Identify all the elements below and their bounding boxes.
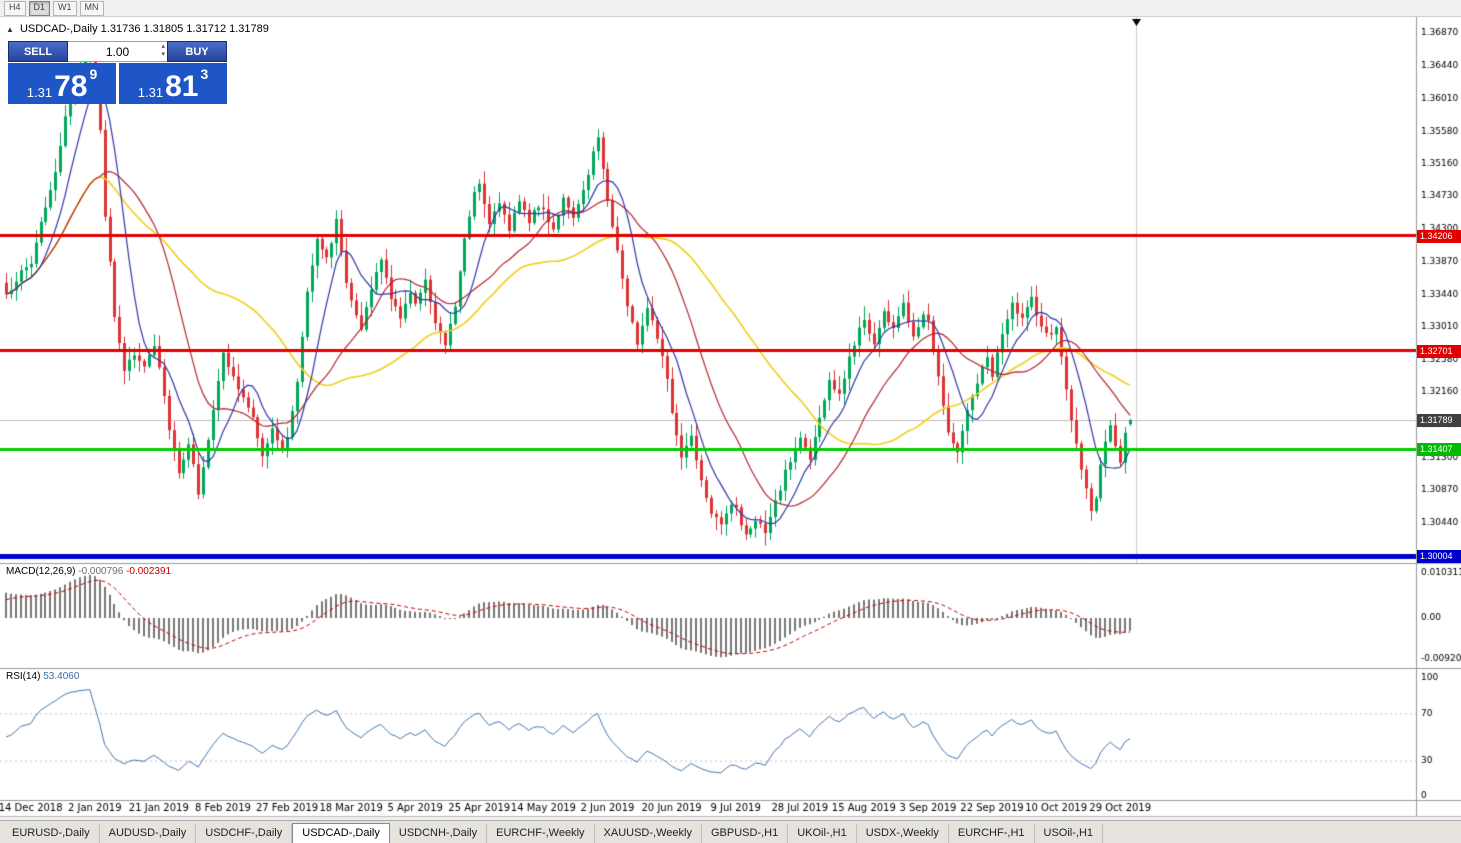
macd-main-value: -0.000796 [78,566,124,577]
sell-price-display[interactable]: 1.31 78 9 [8,63,116,104]
chart-tab-usdx-weekly[interactable]: USDX-,Weekly [857,824,949,843]
price-badge-1.31407[interactable]: 1.31407 [1417,443,1461,456]
chart-symbol-label: USDCAD-,Daily [19,23,98,35]
rsi-indicator-label: RSI(14) 53.4060 [6,671,79,682]
chart-tab-usoil-h1[interactable]: USOil-,H1 [1035,824,1104,843]
chart-tab-eurchf-weekly[interactable]: EURCHF-,Weekly [487,824,595,843]
volume-spinner[interactable]: ▴ ▾ [161,43,165,59]
chart-tabs-bar: EURUSD-,Daily AUDUSD-,Daily USDCHF-,Daily U… [0,820,1461,843]
buy-price-display[interactable]: 1.31 81 3 [119,63,227,104]
trade-buttons-row: SELL 1.00 ▴ ▾ BUY [8,41,227,62]
macd-name: MACD(12,26,9) [6,566,76,577]
price-chart-canvas[interactable] [0,17,1461,820]
volume-value[interactable]: 1.00 [105,44,130,59]
chart-tab-eurusd-daily[interactable]: EURUSD-,Daily [3,824,100,843]
chart-title: ▲ USDCAD-,Daily 1.31736 1.31805 1.31712 … [6,23,269,35]
chart-tab-gbpusd-h1[interactable]: GBPUSD-,H1 [702,824,789,843]
buy-price-big: 81 [165,70,199,103]
price-badge-1.31789: 1.31789 [1417,414,1461,427]
trade-prices-row: 1.31 78 9 1.31 81 3 [8,63,227,104]
sell-price-sup: 9 [89,66,98,82]
spinner-up-icon[interactable]: ▴ [161,43,165,50]
sell-price-big: 78 [54,70,88,103]
price-badge-1.30004[interactable]: 1.30004 [1417,550,1461,563]
timeframe-toolbar: H4 D1 W1 MN [0,0,1461,17]
chart-tab-ukoil-h1[interactable]: UKOil-,H1 [788,824,857,843]
chart-tab-usdcnh-daily[interactable]: USDCNH-,Daily [390,824,488,843]
timeframe-button-d1[interactable]: D1 [28,0,51,16]
spinner-down-icon[interactable]: ▾ [161,51,165,58]
chart-ohlc-label: 1.31736 1.31805 1.31712 1.31789 [100,23,269,35]
chart-window: ▲ USDCAD-,Daily 1.31736 1.31805 1.31712 … [0,17,1461,820]
buy-price-sup: 3 [200,66,209,82]
one-click-trading-panel: SELL 1.00 ▴ ▾ BUY 1.31 78 9 1.31 81 3 [8,41,227,104]
chart-tab-eurchf-h1[interactable]: EURCHF-,H1 [949,824,1035,843]
chart-tab-audusd-daily[interactable]: AUDUSD-,Daily [100,824,197,843]
macd-signal-value: -0.002391 [126,566,172,577]
chart-tab-xauusd-weekly[interactable]: XAUUSD-,Weekly [595,824,702,843]
timeframe-button-h4[interactable]: H4 [4,0,26,16]
timeframe-button-w1[interactable]: W1 [53,0,77,16]
buy-button[interactable]: BUY [167,41,227,62]
timeframe-button-mn[interactable]: MN [79,0,104,16]
price-badge-1.32701[interactable]: 1.32701 [1417,345,1461,358]
buy-price-prefix: 1.31 [137,85,164,100]
price-badge-1.34206[interactable]: 1.34206 [1417,230,1461,243]
rsi-value: 53.4060 [43,671,80,682]
chart-tab-usdcad-daily[interactable]: USDCAD-,Daily [292,823,390,843]
volume-field[interactable]: 1.00 ▴ ▾ [68,41,167,62]
sell-button[interactable]: SELL [8,41,68,62]
macd-indicator-label: MACD(12,26,9) -0.000796 -0.002391 [6,566,171,577]
rsi-name: RSI(14) [6,671,41,682]
chart-tab-usdchf-daily[interactable]: USDCHF-,Daily [196,824,293,843]
sell-price-prefix: 1.31 [26,85,53,100]
collapse-trade-panel-icon[interactable]: ▲ [6,25,14,34]
